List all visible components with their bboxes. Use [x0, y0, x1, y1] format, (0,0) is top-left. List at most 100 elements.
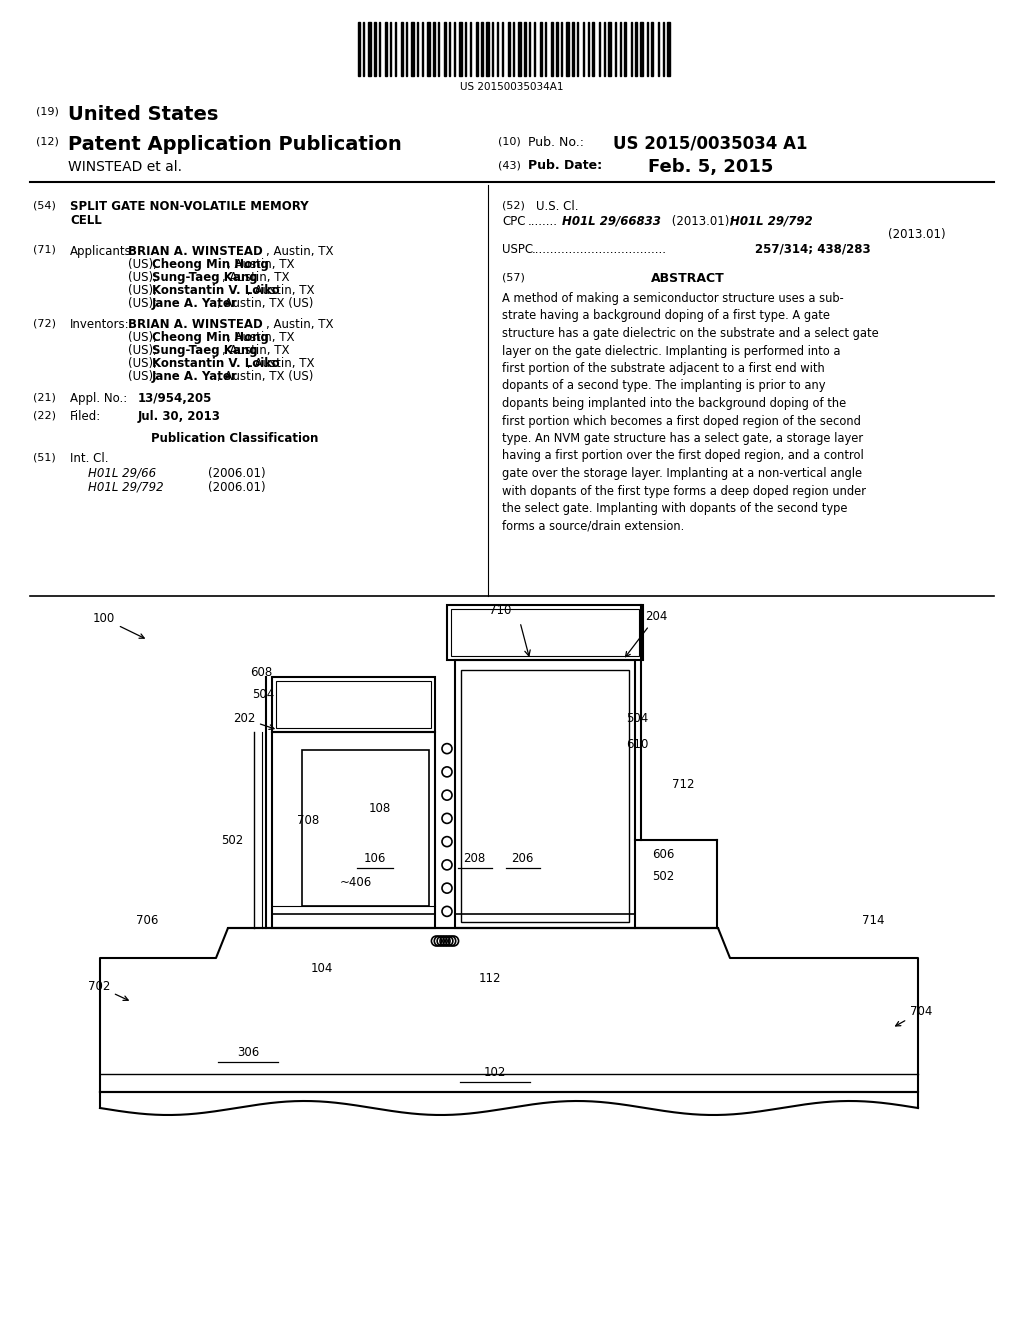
Bar [540, 22, 542, 77]
Text: 504: 504 [626, 711, 648, 725]
Bar [524, 22, 526, 77]
Text: 104: 104 [311, 962, 333, 975]
Bar [447, 605, 643, 660]
Text: (US);: (US); [128, 370, 161, 383]
Text: , Austin, TX: , Austin, TX [227, 331, 295, 345]
Text: US 2015/0035034 A1: US 2015/0035034 A1 [613, 135, 808, 153]
Text: 204: 204 [626, 610, 668, 656]
Text: 202: 202 [232, 711, 274, 730]
Bar [427, 22, 430, 77]
Text: 608: 608 [250, 665, 272, 678]
Bar [374, 22, 376, 77]
Bar [518, 22, 521, 77]
Text: , Austin, TX: , Austin, TX [222, 271, 290, 284]
Text: (2013.01): (2013.01) [888, 228, 945, 242]
Text: Jul. 30, 2013: Jul. 30, 2013 [138, 411, 221, 422]
Text: , Austin, TX: , Austin, TX [247, 284, 314, 297]
Text: CELL: CELL [70, 214, 101, 227]
Bar [566, 22, 569, 77]
Bar [444, 22, 446, 77]
Text: 606: 606 [652, 849, 675, 862]
Text: (22): (22) [33, 411, 56, 420]
Text: Pub. No.:: Pub. No.: [528, 136, 584, 149]
Bar [459, 22, 462, 77]
Text: 206: 206 [511, 851, 534, 865]
Bar [272, 677, 435, 733]
Text: (US);: (US); [128, 331, 161, 345]
Bar [451, 609, 639, 656]
Bar [640, 22, 643, 77]
Text: United States: United States [68, 106, 218, 124]
Text: 502: 502 [221, 833, 243, 846]
Text: Patent Application Publication: Patent Application Publication [68, 135, 401, 154]
Bar [508, 22, 510, 77]
Bar [433, 22, 435, 77]
Bar [276, 681, 431, 729]
Text: 112: 112 [479, 972, 502, 985]
Text: ....................................: .................................... [532, 243, 667, 256]
Text: ........: ........ [528, 215, 558, 228]
Text: Jane A. Yater: Jane A. Yater [152, 370, 238, 383]
Text: 102: 102 [483, 1065, 506, 1078]
Bar [551, 22, 553, 77]
Text: (2006.01): (2006.01) [208, 467, 265, 480]
Text: (43): (43) [498, 160, 521, 170]
Text: 704: 704 [896, 1005, 933, 1026]
Text: A method of making a semiconductor structure uses a sub-
strate having a backgro: A method of making a semiconductor struc… [502, 292, 879, 532]
Text: , Austin, TX: , Austin, TX [227, 257, 295, 271]
Text: WINSTEAD et al.: WINSTEAD et al. [68, 160, 182, 174]
Text: (72): (72) [33, 318, 56, 327]
Text: (12): (12) [36, 137, 58, 147]
Text: , Austin, TX (US): , Austin, TX (US) [217, 370, 313, 383]
Text: (71): (71) [33, 246, 56, 255]
Text: ~406: ~406 [340, 875, 373, 888]
Text: (57): (57) [502, 272, 525, 282]
Text: CPC: CPC [502, 215, 525, 228]
Bar [624, 22, 626, 77]
Bar [302, 750, 429, 906]
Text: 708: 708 [297, 813, 319, 826]
Bar [556, 22, 558, 77]
Text: , Austin, TX: , Austin, TX [222, 345, 290, 356]
Bar [635, 22, 637, 77]
Text: 710: 710 [488, 605, 511, 616]
Text: , Austin, TX (US): , Austin, TX (US) [217, 297, 313, 310]
Text: Applicants:: Applicants: [70, 246, 136, 257]
Bar [385, 22, 387, 77]
Text: 208: 208 [463, 851, 485, 865]
Bar [486, 22, 489, 77]
Text: ABSTRACT: ABSTRACT [651, 272, 725, 285]
Bar [461, 671, 629, 921]
Bar [358, 22, 360, 77]
Bar [592, 22, 594, 77]
Text: H01L 29/792: H01L 29/792 [88, 480, 164, 494]
Bar [401, 22, 403, 77]
Text: 257/314; 438/283: 257/314; 438/283 [755, 243, 870, 256]
Text: U.S. Cl.: U.S. Cl. [536, 201, 579, 213]
Text: Jane A. Yater: Jane A. Yater [152, 297, 238, 310]
Bar [481, 22, 483, 77]
Text: , Austin, TX: , Austin, TX [266, 246, 334, 257]
Text: (10): (10) [498, 137, 521, 147]
Text: Konstantin V. Loiko: Konstantin V. Loiko [152, 356, 280, 370]
Text: 13/954,205: 13/954,205 [138, 392, 212, 405]
Text: , Austin, TX: , Austin, TX [247, 356, 314, 370]
Text: (19): (19) [36, 107, 58, 117]
Text: (US);: (US); [128, 284, 161, 297]
Bar [368, 22, 371, 77]
Text: 108: 108 [369, 801, 391, 814]
Text: BRIAN A. WINSTEAD: BRIAN A. WINSTEAD [128, 246, 263, 257]
Text: (2006.01): (2006.01) [208, 480, 265, 494]
Polygon shape [100, 928, 918, 1092]
Text: 106: 106 [364, 851, 386, 865]
Text: , Austin, TX: , Austin, TX [266, 318, 334, 331]
Text: BRIAN A. WINSTEAD: BRIAN A. WINSTEAD [128, 318, 263, 331]
Text: Inventors:: Inventors: [70, 318, 130, 331]
Text: H01L 29/66833: H01L 29/66833 [562, 215, 660, 228]
Text: Int. Cl.: Int. Cl. [70, 451, 109, 465]
Bar [455, 660, 635, 928]
Text: 502: 502 [652, 870, 674, 883]
Text: Filed:: Filed: [70, 411, 101, 422]
Text: Sung-Taeg Kang: Sung-Taeg Kang [152, 271, 258, 284]
Bar [651, 22, 653, 77]
